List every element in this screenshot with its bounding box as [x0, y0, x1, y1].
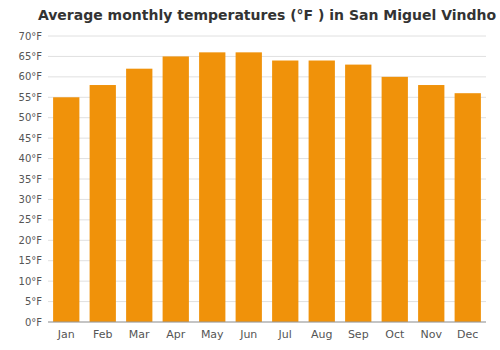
bars	[53, 52, 481, 322]
x-tick-label: Feb	[93, 328, 112, 341]
y-axis: 0°F 5°F 10°F 15°F 20°F 25°F 30°F 35°F 40°F 45°F 50…	[19, 31, 43, 328]
y-tick-label: 35°F	[19, 174, 43, 185]
bar	[309, 61, 335, 322]
x-tick-label: Jul	[278, 328, 292, 341]
x-tick-label: Dec	[457, 328, 478, 341]
grid-line	[48, 36, 486, 37]
y-tick-label: 5°F	[25, 296, 42, 307]
bar	[382, 77, 408, 322]
y-tick-label: 60°F	[19, 71, 43, 82]
grid-line	[48, 322, 486, 323]
y-tick-label: 65°F	[19, 51, 43, 62]
bar	[418, 85, 444, 322]
x-axis-line	[48, 322, 486, 323]
bar	[272, 61, 298, 322]
bar	[236, 52, 262, 322]
grid	[48, 36, 486, 322]
x-tick-label: Apr	[166, 328, 186, 341]
x-tick-label: Nov	[421, 328, 443, 341]
y-tick-label: 50°F	[19, 112, 43, 123]
bar	[163, 56, 189, 322]
x-tick-label: Sep	[348, 328, 369, 341]
x-axis: Jan Feb Mar Apr May Jun Jul Aug Sep Oct Nov Dec	[57, 328, 479, 341]
x-tick-label: Aug	[311, 328, 332, 341]
bar	[199, 52, 225, 322]
chart-svg: Average monthly temperatures (°F ) in Sa…	[0, 0, 500, 350]
x-tick-label: Jun	[239, 328, 257, 341]
y-tick-label: 20°F	[19, 235, 43, 246]
y-tick-label: 10°F	[19, 276, 43, 287]
grid-line	[48, 76, 486, 77]
x-tick-label: Jan	[57, 328, 75, 341]
x-tick-label: Oct	[385, 328, 405, 341]
x-tick-label: Mar	[129, 328, 150, 341]
y-tick-label: 15°F	[19, 255, 43, 266]
y-tick-label: 55°F	[19, 92, 43, 103]
y-tick-label: 40°F	[19, 153, 43, 164]
bar	[126, 69, 152, 322]
chart-title: Average monthly temperatures (°F ) in Sa…	[38, 7, 497, 23]
bar	[345, 65, 371, 322]
x-tick-label: May	[201, 328, 224, 341]
bar	[455, 93, 481, 322]
y-tick-label: 30°F	[19, 194, 43, 205]
grid-line	[48, 56, 486, 57]
y-tick-label: 45°F	[19, 133, 43, 144]
chart-container: Average monthly temperatures (°F ) in Sa…	[0, 0, 500, 350]
bar	[90, 85, 116, 322]
y-tick-label: 0°F	[25, 317, 42, 328]
y-tick-label: 70°F	[19, 31, 43, 42]
y-tick-label: 25°F	[19, 214, 43, 225]
bar	[53, 97, 79, 322]
